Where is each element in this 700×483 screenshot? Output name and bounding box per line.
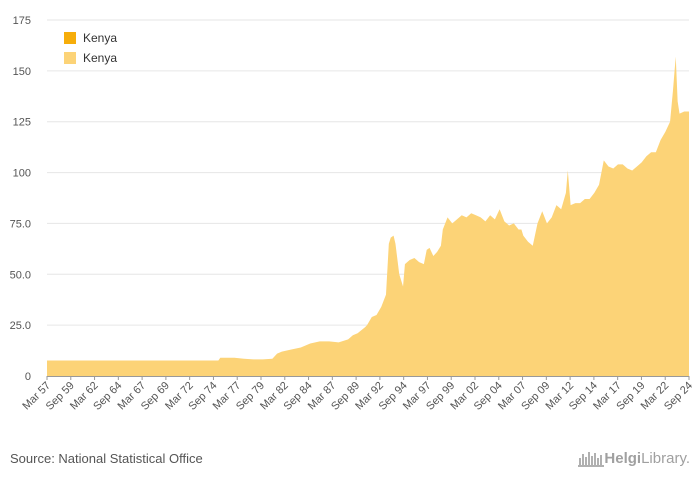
- y-tick-label: 25.0: [10, 320, 31, 332]
- legend-item[interactable]: Kenya: [64, 28, 117, 48]
- y-tick-label: 125: [13, 117, 31, 129]
- series-area: [47, 56, 689, 377]
- y-tick-label: 50.0: [10, 269, 31, 281]
- brand-lib: Library.: [641, 449, 690, 467]
- legend-item[interactable]: Kenya: [64, 48, 117, 68]
- source-note: Source: National Statistical Office: [10, 451, 203, 466]
- brand-main: Helgi: [604, 449, 642, 467]
- gridlines: [47, 19, 689, 326]
- y-axis: 0 25.0 50.0 75.0 100 125 150 175: [10, 15, 31, 383]
- city-skyline-icon: [578, 452, 605, 467]
- legend-swatch-icon: [64, 52, 76, 64]
- y-tick-label: 175: [13, 15, 31, 27]
- brand-name: HelgiLibrary.: [604, 450, 690, 467]
- legend-label: Kenya: [83, 31, 118, 45]
- y-tick-label: 0: [25, 371, 31, 383]
- legend-swatch-icon: [64, 32, 76, 44]
- brand-logo[interactable]: HelgiLibrary.: [578, 449, 690, 467]
- legend-label: Kenya: [83, 51, 118, 65]
- y-tick-label: 75.0: [10, 218, 31, 230]
- y-tick-label: 150: [13, 66, 31, 78]
- legend: Kenya Kenya: [64, 28, 117, 68]
- y-tick-label: 100: [13, 168, 31, 180]
- area-series-kenya: [47, 56, 689, 377]
